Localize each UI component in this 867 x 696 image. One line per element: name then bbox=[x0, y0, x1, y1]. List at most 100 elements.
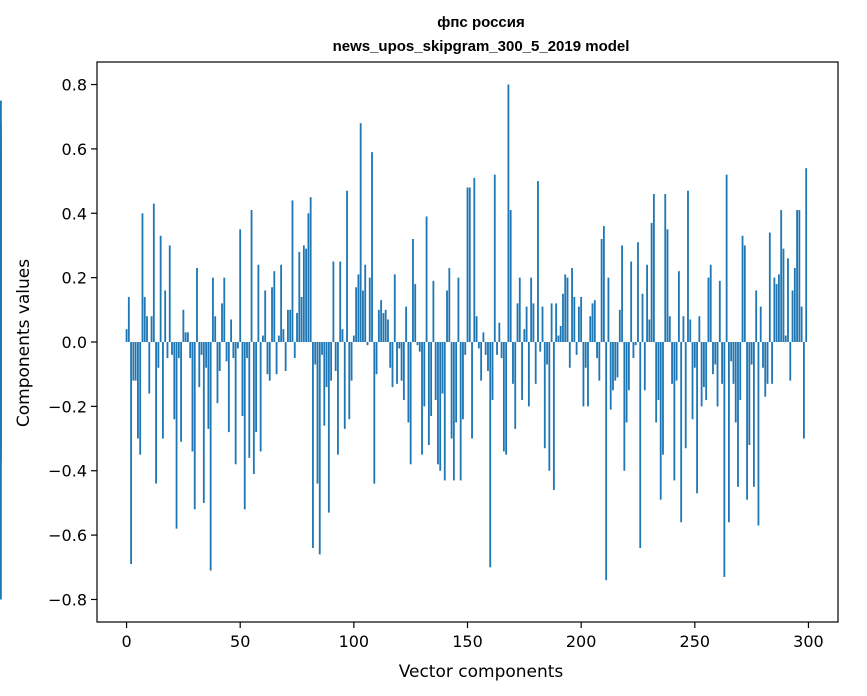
bar bbox=[168, 245, 171, 342]
bar bbox=[196, 267, 198, 342]
bar bbox=[125, 329, 128, 342]
bar bbox=[205, 342, 208, 368]
bar bbox=[371, 152, 373, 342]
bar bbox=[446, 290, 448, 342]
bar bbox=[273, 271, 276, 342]
bar bbox=[459, 342, 462, 481]
bar bbox=[148, 342, 151, 394]
bar bbox=[634, 342, 637, 346]
bar bbox=[255, 342, 258, 433]
bar bbox=[171, 342, 173, 355]
bar bbox=[441, 342, 444, 394]
bar bbox=[555, 303, 558, 342]
bar bbox=[493, 174, 496, 342]
bar bbox=[646, 264, 648, 342]
bar bbox=[623, 342, 626, 471]
bar bbox=[730, 342, 733, 362]
bar bbox=[593, 300, 596, 342]
bar bbox=[164, 290, 167, 342]
plot-frame bbox=[96, 61, 839, 623]
bar bbox=[489, 342, 492, 568]
bar bbox=[271, 287, 273, 342]
bar bbox=[484, 342, 487, 355]
bar bbox=[237, 342, 239, 349]
bar bbox=[718, 280, 721, 342]
bar bbox=[575, 342, 578, 355]
bar bbox=[496, 342, 498, 355]
bar bbox=[343, 342, 346, 429]
bar bbox=[380, 300, 383, 342]
bar bbox=[755, 290, 758, 342]
bar bbox=[475, 316, 478, 342]
bar bbox=[477, 342, 480, 349]
bar bbox=[618, 309, 621, 342]
bar bbox=[714, 342, 717, 365]
bar bbox=[787, 258, 789, 342]
y-tick-label: −0.2 bbox=[48, 397, 87, 416]
bar bbox=[652, 193, 655, 342]
bar bbox=[462, 342, 464, 420]
bar bbox=[557, 335, 560, 342]
x-tick-label: 200 bbox=[566, 632, 597, 651]
bar bbox=[800, 306, 803, 342]
bar bbox=[393, 274, 396, 342]
bar bbox=[748, 342, 751, 445]
bar bbox=[468, 187, 471, 342]
bar bbox=[612, 342, 614, 391]
bar bbox=[562, 293, 564, 342]
bar bbox=[500, 342, 503, 359]
bar bbox=[166, 342, 169, 359]
bar bbox=[448, 267, 451, 342]
bar bbox=[512, 342, 514, 384]
bar bbox=[621, 245, 623, 342]
y-tick-label: 0.0 bbox=[62, 333, 87, 352]
bar bbox=[341, 329, 344, 342]
x-tick-label: 50 bbox=[230, 632, 250, 651]
bar bbox=[214, 316, 217, 342]
bar bbox=[409, 342, 412, 465]
bar bbox=[723, 342, 726, 577]
bar bbox=[509, 210, 512, 342]
x-tick-label: 150 bbox=[452, 632, 483, 651]
y-axis-ticks: −0.8 −0.6 −0.4 −0.2 0.0 0.2 0.4 0.6 0.8 bbox=[48, 76, 97, 609]
bar bbox=[571, 267, 573, 342]
bar bbox=[134, 342, 137, 381]
bar bbox=[639, 342, 642, 548]
bar bbox=[227, 342, 230, 433]
bar bbox=[357, 274, 360, 342]
bar bbox=[521, 342, 523, 400]
y-tick-label: 0.8 bbox=[62, 76, 87, 95]
bar bbox=[471, 342, 473, 439]
bar bbox=[457, 277, 460, 342]
bar bbox=[200, 342, 203, 355]
bar bbox=[564, 274, 567, 342]
bar bbox=[455, 342, 458, 423]
bar bbox=[709, 264, 712, 342]
bar bbox=[750, 342, 753, 365]
bar bbox=[309, 197, 312, 342]
bar bbox=[727, 342, 730, 523]
bar bbox=[223, 277, 226, 342]
bar bbox=[212, 277, 214, 342]
bar bbox=[402, 342, 405, 400]
bar bbox=[252, 342, 255, 474]
bar bbox=[305, 248, 308, 342]
bar bbox=[143, 296, 146, 342]
bar bbox=[505, 342, 508, 455]
bar bbox=[216, 342, 219, 404]
bar bbox=[693, 342, 696, 368]
bar bbox=[225, 342, 228, 362]
y-tick-label: −0.4 bbox=[48, 462, 87, 481]
bar bbox=[666, 229, 669, 342]
bar bbox=[437, 342, 439, 465]
bar bbox=[184, 332, 187, 342]
bar bbox=[302, 245, 305, 342]
bar bbox=[298, 251, 301, 342]
bar bbox=[757, 342, 760, 526]
bar bbox=[584, 342, 587, 368]
bar bbox=[664, 193, 667, 342]
bar bbox=[187, 332, 189, 342]
bar bbox=[182, 309, 185, 342]
bar bbox=[296, 313, 298, 342]
bar bbox=[802, 342, 805, 439]
